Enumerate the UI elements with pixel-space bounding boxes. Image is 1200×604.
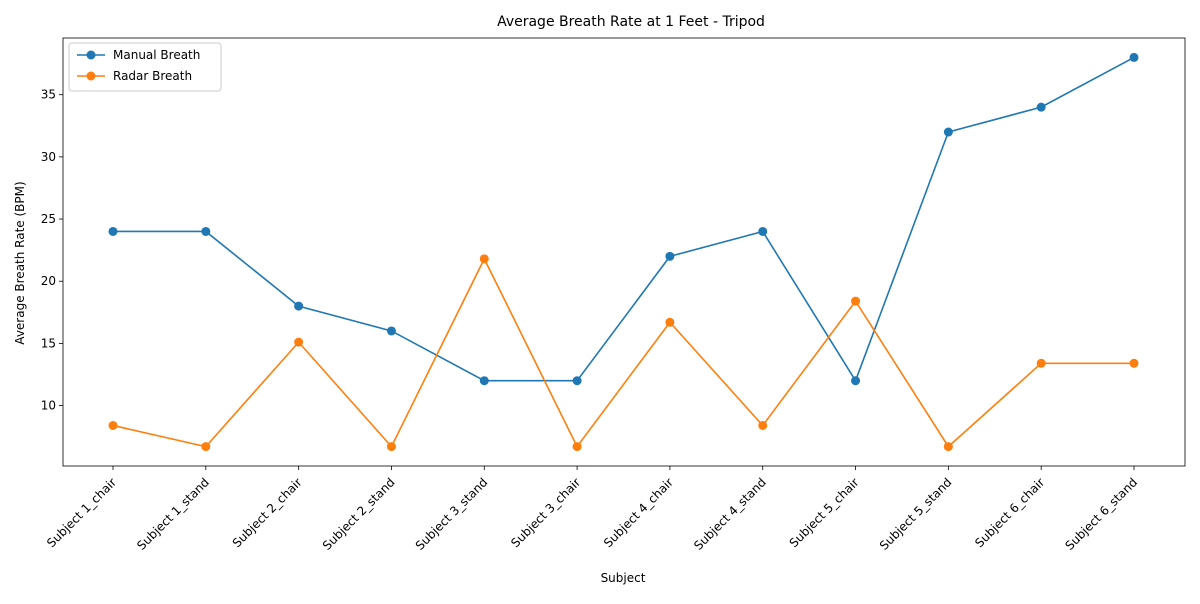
data-point	[851, 296, 861, 306]
legend: Manual Breath Radar Breath	[68, 42, 222, 92]
data-point	[572, 376, 582, 386]
x-tick-label: Subject 1_stand	[134, 475, 212, 553]
x-tick-label: Subject 3_stand	[413, 475, 491, 553]
y-axis-label: Average Breath Rate (BPM)	[13, 181, 27, 344]
y-tick-label: 25	[41, 212, 56, 226]
x-tick-label: Subject 1_chair	[44, 475, 119, 550]
x-tick-label: Subject 2_stand	[320, 475, 398, 553]
x-tick-label: Subject 6_stand	[1062, 475, 1140, 553]
data-point	[108, 226, 118, 236]
data-point	[386, 326, 396, 336]
data-point	[108, 420, 118, 430]
legend-marker	[86, 50, 96, 60]
legend-box	[68, 42, 222, 92]
series-line-1	[113, 56, 1135, 383]
data-point	[943, 442, 953, 452]
y-tick-label: 30	[41, 150, 56, 164]
x-tick-label: Subject 5_chair	[787, 475, 862, 550]
data-point	[1036, 358, 1046, 368]
legend-label: Manual Breath	[113, 48, 200, 62]
data-point	[1036, 102, 1046, 112]
data-point	[665, 317, 675, 327]
data-point	[943, 127, 953, 137]
data-point	[1129, 52, 1139, 62]
data-point	[386, 442, 396, 452]
plot-area: 10 15 20 25 30 35 Subject 1_chair Subject 1_sta…	[41, 37, 1186, 553]
x-axis-label: Subject	[601, 571, 646, 585]
series-line-2	[112, 257, 1134, 449]
chart-title: Average Breath Rate at 1 Feet - Tripod	[497, 14, 765, 30]
data-point	[758, 420, 768, 430]
y-tick-label: 10	[41, 399, 56, 413]
data-point	[479, 254, 489, 264]
x-tick-label: Subject 3_chair	[508, 475, 583, 550]
data-point	[201, 226, 211, 236]
data-point	[1129, 358, 1139, 368]
y-tick-label: 20	[41, 274, 56, 288]
x-tick-label: Subject 4_stand	[691, 475, 769, 553]
x-tick-label: Subject 4_chair	[601, 475, 676, 550]
data-point	[758, 226, 768, 236]
data-point	[665, 251, 675, 261]
data-point	[851, 376, 861, 386]
y-tick-label: 15	[41, 336, 56, 350]
plot-frame	[62, 37, 1186, 467]
data-point	[479, 376, 489, 386]
x-tick-label: Subject 5_stand	[877, 475, 955, 553]
data-point	[572, 442, 582, 452]
x-tick-label: Subject 6_chair	[972, 475, 1047, 550]
data-point	[201, 442, 211, 452]
legend-marker	[86, 71, 96, 81]
y-tick-label: 35	[41, 88, 56, 102]
legend-label: Radar Breath	[113, 69, 192, 83]
x-tick-label: Subject 2_chair	[230, 475, 305, 550]
data-point	[294, 301, 304, 311]
data-point	[294, 337, 304, 347]
